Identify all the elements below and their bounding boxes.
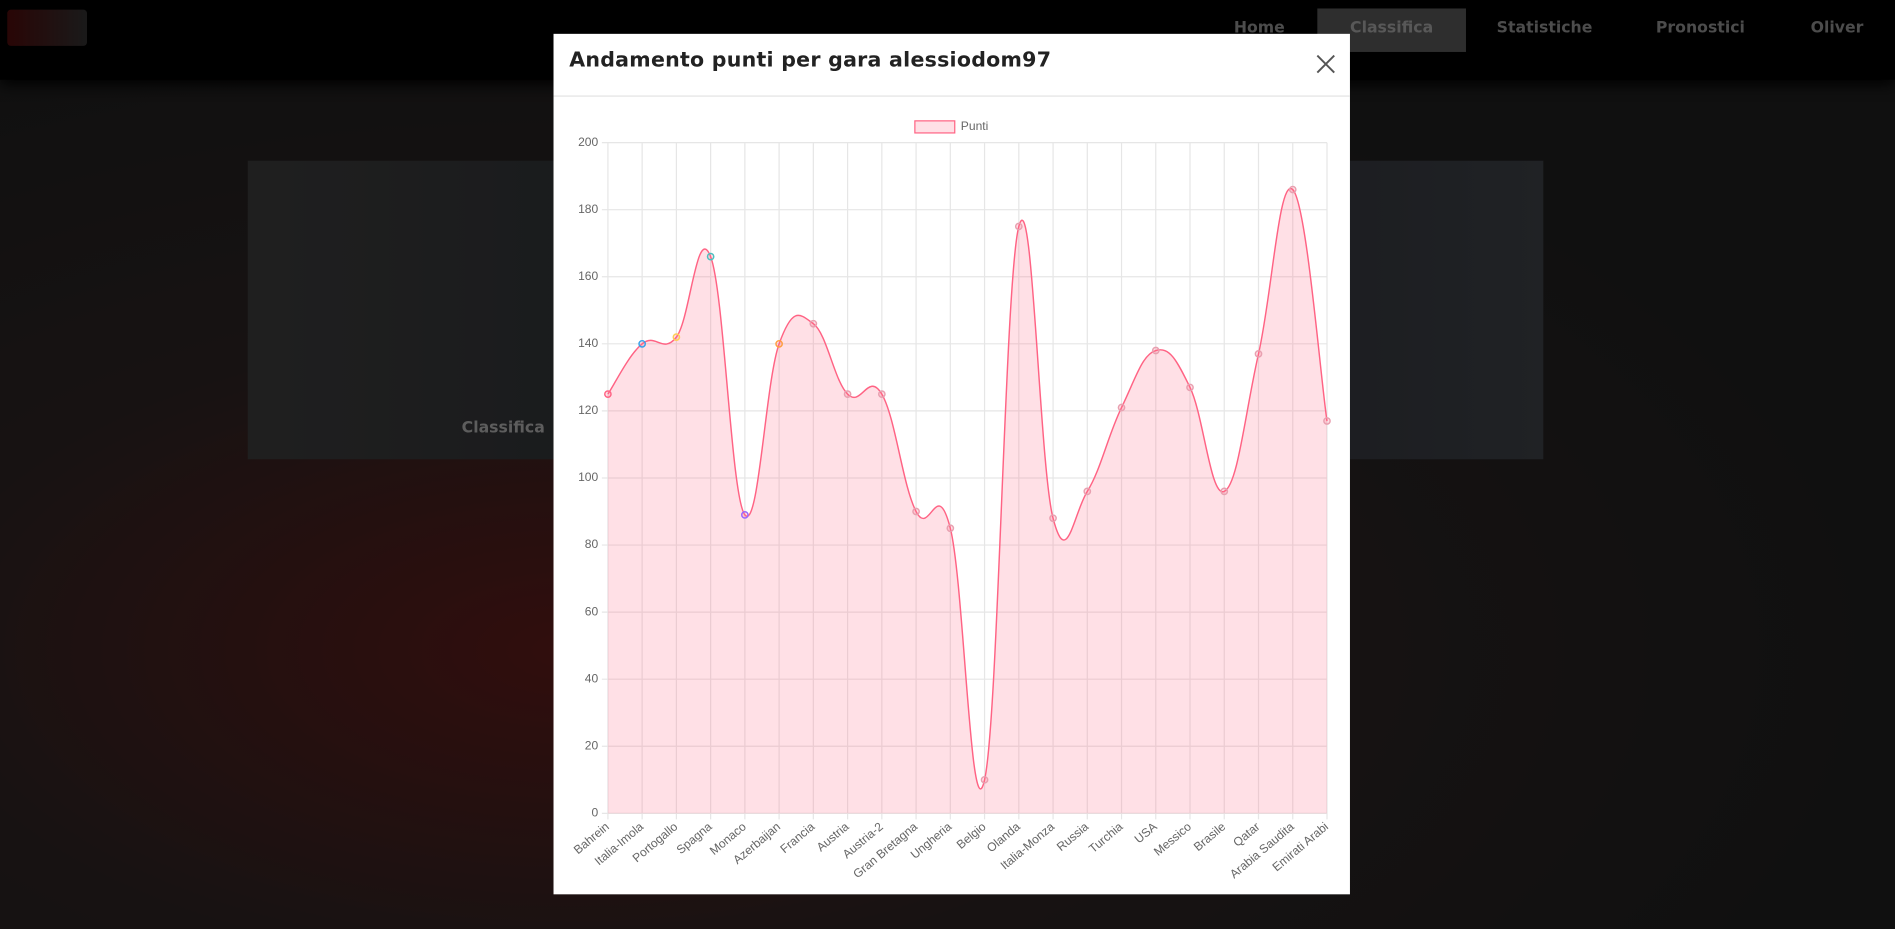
y-tick-label: 20 [585, 738, 599, 752]
x-tick-label: USA [1132, 819, 1161, 846]
data-point [1049, 514, 1057, 523]
line [607, 187, 1328, 790]
y-tick-label: 180 [578, 202, 598, 216]
y-tick-label: 0 [592, 806, 599, 820]
x-tick-label: Belgio [954, 819, 989, 851]
data-point [877, 390, 886, 399]
data-point [1014, 222, 1023, 231]
data-point [1117, 403, 1126, 412]
divider [553, 95, 1350, 97]
logo[interactable] [7, 9, 88, 46]
legend-swatch [914, 120, 956, 134]
data-point [672, 333, 681, 341]
data-point [1254, 350, 1263, 358]
data-point [809, 319, 818, 328]
y-tick-label: 140 [578, 336, 598, 350]
x-tick-label: Spagna [674, 819, 715, 857]
data-point [775, 339, 783, 348]
data-point [706, 252, 715, 261]
x-tick-label: Francia [777, 819, 817, 856]
data-point [1083, 487, 1092, 496]
y-tick-label: 200 [578, 135, 598, 149]
modal-title: Andamento punti per gara alessiodom97 [569, 48, 1052, 73]
y-tick-label: 160 [578, 269, 598, 283]
card-caption: Classifica [461, 419, 545, 438]
data-point [912, 507, 920, 516]
data-point [1151, 346, 1160, 355]
data-point [946, 524, 955, 533]
data-point [843, 390, 852, 399]
data-point [1186, 383, 1194, 392]
data-point [1220, 487, 1229, 496]
data-point [980, 775, 989, 784]
x-tick-label: Brasile [1191, 819, 1228, 854]
x-tick-label: Messico [1151, 819, 1194, 858]
chart: 020406080100120140160180200BahreinItalia… [571, 119, 1331, 881]
nav-link[interactable]: Home [1233, 19, 1285, 38]
x-tick-label: Turchia [1086, 819, 1126, 856]
data-point [638, 339, 647, 348]
x-tick-label: Russia [1054, 819, 1091, 854]
y-tick-label: 80 [585, 537, 599, 551]
nav-link[interactable]: Oliver [1810, 19, 1864, 38]
data-point [741, 511, 749, 519]
data-point [604, 390, 612, 399]
data-point [1288, 185, 1297, 194]
modal: Andamento punti per gara alessiodom97 0 2… [553, 33, 1350, 895]
nav-link[interactable]: Statistiche [1496, 19, 1593, 38]
y-tick-label: 40 [585, 671, 599, 685]
y-tick-label: 120 [578, 403, 598, 417]
y-tick-label: 100 [578, 470, 598, 484]
data-point [1323, 417, 1331, 425]
legend-label: Punti [961, 119, 989, 133]
close-button[interactable] [1315, 53, 1337, 75]
area [607, 188, 1327, 814]
y-tick-label: 60 [585, 604, 599, 618]
nav-link[interactable]: Pronostici [1655, 19, 1745, 38]
